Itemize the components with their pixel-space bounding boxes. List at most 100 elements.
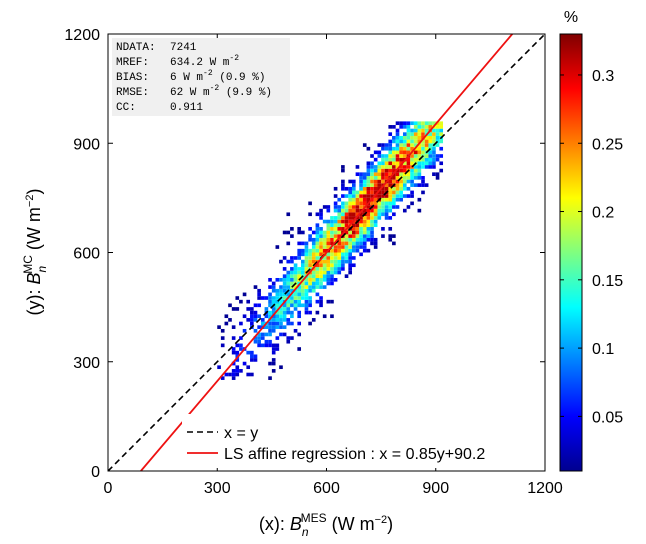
density-cell xyxy=(333,219,338,224)
density-cell xyxy=(355,237,360,242)
density-cell xyxy=(268,277,272,282)
density-cell xyxy=(290,321,294,326)
density-cell xyxy=(348,245,352,249)
density-cell xyxy=(362,201,367,206)
density-cell xyxy=(370,234,374,238)
density-cell xyxy=(410,161,414,166)
density-cell xyxy=(231,376,236,380)
density-cell xyxy=(250,372,254,377)
density-cell xyxy=(337,237,342,242)
density-cell xyxy=(330,299,334,304)
density-cell xyxy=(421,143,425,147)
density-cell xyxy=(432,121,436,126)
density-cell xyxy=(271,288,276,293)
density-cell xyxy=(286,307,291,311)
density-cell xyxy=(326,219,331,224)
density-cell xyxy=(370,176,374,180)
density-cell xyxy=(399,179,403,184)
density-cell xyxy=(311,288,316,293)
density-cell xyxy=(377,172,382,177)
density-cell xyxy=(424,135,429,140)
density-cell xyxy=(388,201,393,206)
density-cell xyxy=(322,314,327,319)
density-cell xyxy=(395,194,400,198)
density-cell xyxy=(432,132,436,136)
density-cell xyxy=(279,325,283,329)
density-cell xyxy=(432,139,436,144)
density-cell xyxy=(362,190,367,195)
density-cell xyxy=(231,325,236,329)
density-cell xyxy=(322,237,327,242)
density-cell xyxy=(362,219,367,224)
density-cell xyxy=(395,157,400,162)
density-cell xyxy=(319,259,323,264)
density-cell xyxy=(253,310,258,315)
colorbar-tick-label: 0.2 xyxy=(592,205,614,222)
density-cell xyxy=(381,186,385,191)
density-cell xyxy=(297,299,302,304)
density-cell xyxy=(435,176,440,180)
density-cell xyxy=(424,157,429,162)
x-tick-label: 300 xyxy=(204,480,231,497)
density-cell xyxy=(417,125,422,129)
density-cell xyxy=(308,296,312,300)
density-cell xyxy=(246,299,251,304)
density-cell xyxy=(388,216,393,220)
density-cell xyxy=(388,125,393,129)
density-cell xyxy=(406,157,411,162)
density-cell xyxy=(264,314,269,319)
density-cell xyxy=(351,234,356,238)
density-cell xyxy=(406,146,411,151)
density-cell xyxy=(326,299,331,304)
density-cell xyxy=(341,259,345,264)
density-cell xyxy=(348,270,352,275)
density-cell xyxy=(384,186,389,191)
density-cell xyxy=(406,139,411,144)
density-cell xyxy=(370,230,374,235)
density-cell xyxy=(290,274,294,278)
density-cell xyxy=(344,212,349,217)
density-cell xyxy=(337,205,342,209)
density-cell xyxy=(435,128,440,133)
density-cell xyxy=(362,208,367,213)
density-cell xyxy=(337,270,342,275)
density-cell xyxy=(381,190,385,195)
density-cell xyxy=(348,190,352,195)
density-cell xyxy=(344,245,349,249)
density-cell xyxy=(359,234,363,238)
x-axis-ticks: 0 300 600 900 1200 xyxy=(104,34,563,497)
density-cell xyxy=(359,241,363,246)
density-cell xyxy=(301,241,305,246)
density-cell xyxy=(406,179,411,184)
density-cell xyxy=(355,223,360,228)
density-cell xyxy=(253,318,258,322)
density-cell xyxy=(395,146,400,151)
density-cell xyxy=(388,150,393,155)
density-cell xyxy=(322,277,327,282)
density-cell xyxy=(381,179,385,184)
density-cell xyxy=(311,241,316,246)
density-cell xyxy=(311,259,316,264)
density-cell xyxy=(286,339,291,344)
density-cell xyxy=(410,132,414,136)
density-cell xyxy=(282,281,287,286)
density-cell xyxy=(231,307,236,311)
density-cell xyxy=(286,285,291,289)
density-cell xyxy=(322,274,327,278)
density-cell xyxy=(428,135,433,140)
density-cell xyxy=(253,328,258,333)
density-cell xyxy=(399,154,403,158)
density-cell xyxy=(344,259,349,264)
density-cell xyxy=(439,125,444,129)
density-cell xyxy=(224,321,229,326)
density-cell xyxy=(359,176,363,180)
density-cell xyxy=(308,321,312,326)
density-cell xyxy=(282,303,287,308)
density-cell xyxy=(377,194,382,198)
density-cell xyxy=(253,303,258,308)
density-cell xyxy=(326,234,331,238)
density-cell xyxy=(326,270,331,275)
density-cell xyxy=(370,190,374,195)
density-cell xyxy=(250,358,254,362)
density-cell xyxy=(388,186,393,191)
